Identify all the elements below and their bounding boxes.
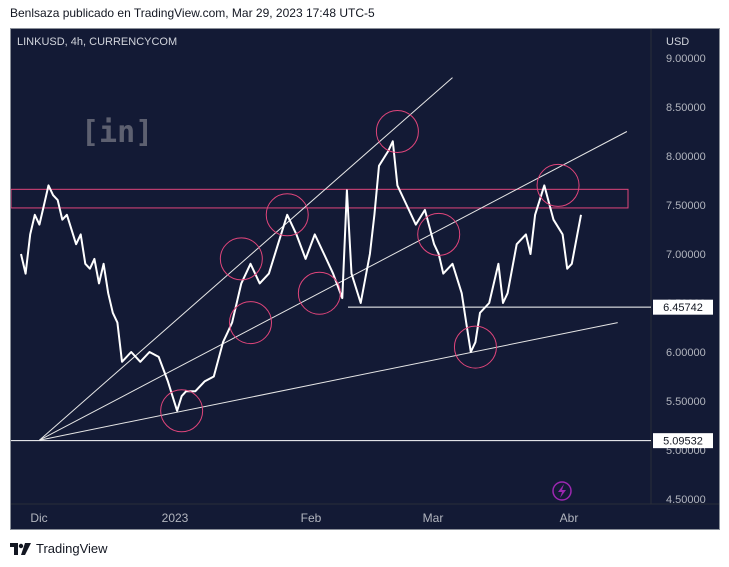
price-tick-label: 8.00000 — [666, 151, 706, 163]
resistance-zone — [11, 188, 629, 209]
price-tick-label: 5.50000 — [666, 396, 706, 408]
currency-label: USD — [666, 36, 689, 48]
symbol-label: LINKUSD, 4h, CURRENCYCOM — [17, 36, 177, 48]
time-tick-label: Abr — [560, 511, 579, 525]
trendline — [39, 322, 618, 441]
highlight-circles — [160, 110, 580, 433]
highlight-circle — [297, 271, 341, 315]
level-label-high-text: 6.45742 — [663, 302, 703, 314]
time-tick-label: Mar — [423, 511, 444, 525]
trendline — [39, 77, 453, 441]
chart-frame[interactable]: LINKUSD, 4h, CURRENCYCOM USD [in] 9.0000… — [10, 28, 720, 530]
trendline — [39, 131, 628, 441]
price-tick-label: 4.50000 — [666, 494, 706, 506]
lightning-icon[interactable] — [552, 481, 572, 501]
highlight-circle — [453, 325, 497, 369]
highlight-circle — [536, 163, 580, 207]
tradingview-footer[interactable]: TradingView — [10, 541, 108, 556]
level-label-low: 5.09532 — [653, 433, 713, 449]
highlight-circle — [219, 237, 263, 281]
publish-header: Benlsaza publicado en TradingView.com, M… — [10, 6, 375, 20]
level-label-high: 6.45742 — [653, 299, 713, 315]
price-tick-label: 7.00000 — [666, 249, 706, 261]
price-tick-label: 6.00000 — [666, 347, 706, 359]
time-tick-label: Dic — [30, 511, 47, 525]
level-label-low-text: 5.09532 — [663, 436, 703, 448]
price-tick-label: 7.50000 — [666, 200, 706, 212]
highlight-circle — [265, 193, 309, 237]
time-tick-label: 2023 — [162, 511, 189, 525]
trendlines — [39, 77, 628, 441]
highlight-circle — [417, 212, 461, 256]
time-tick-label: Feb — [301, 511, 322, 525]
time-axis[interactable]: Dic 2023 Feb Mar Abr — [30, 511, 578, 525]
tradingview-brand-text: TradingView — [36, 541, 108, 556]
highlight-circle — [160, 389, 204, 433]
brand-logo-watermark: [in] — [81, 115, 153, 150]
price-series-line — [20, 140, 582, 412]
highlight-circle — [229, 301, 273, 345]
tradingview-logo-icon — [10, 542, 31, 555]
highlight-circle — [375, 110, 419, 153]
price-chart[interactable]: LINKUSD, 4h, CURRENCYCOM USD [in] 9.0000… — [11, 29, 719, 529]
price-tick-label: 9.00000 — [666, 53, 706, 65]
price-tick-label: 8.50000 — [666, 102, 706, 114]
